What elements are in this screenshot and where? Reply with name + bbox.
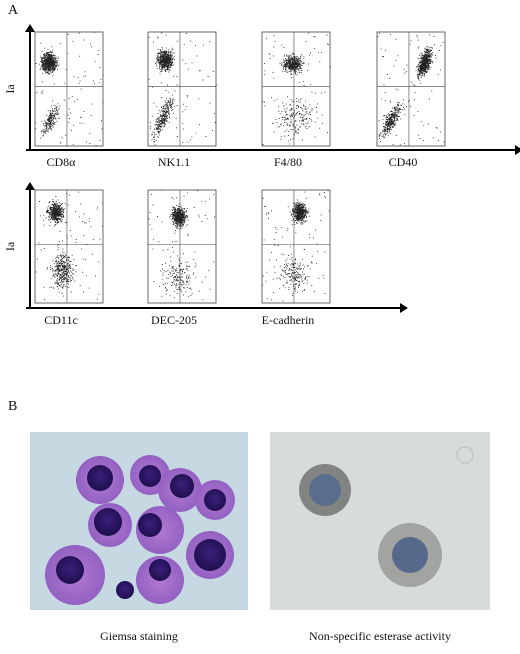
dot-cloud [377, 32, 445, 147]
giemsa-image [30, 432, 248, 610]
dot-cloud [262, 32, 331, 145]
marker-label: E-cadherin [262, 313, 315, 327]
marker-label: CD11c [44, 313, 78, 327]
dot-cloud [148, 189, 215, 301]
arrow [25, 24, 35, 32]
marker-label: DEC-205 [151, 313, 197, 327]
plot-frame [34, 31, 104, 147]
dot-cloud [262, 190, 330, 302]
arrow [25, 182, 35, 190]
marker-label: NK1.1 [158, 155, 190, 169]
panel-label: B [8, 399, 17, 414]
marker-label: F4/80 [274, 155, 302, 169]
caption: Non-specific esterase activity [309, 629, 451, 643]
y-label: Ia [3, 241, 17, 251]
arrow [400, 303, 408, 313]
dot-cloud [35, 31, 104, 146]
arrow [515, 145, 520, 155]
dot-cloud [35, 191, 104, 301]
dot-cloud [148, 32, 217, 146]
esterase-image [270, 432, 490, 610]
plot-frame [34, 189, 104, 304]
y-label: Ia [3, 84, 17, 94]
plot-frame [261, 31, 331, 147]
panel-label: A [8, 3, 19, 18]
plot-frame [147, 31, 217, 147]
marker-label: CD8α [47, 155, 77, 169]
marker-label: CD40 [389, 155, 418, 169]
plot-frame [376, 31, 446, 147]
caption: Giemsa staining [100, 629, 178, 643]
